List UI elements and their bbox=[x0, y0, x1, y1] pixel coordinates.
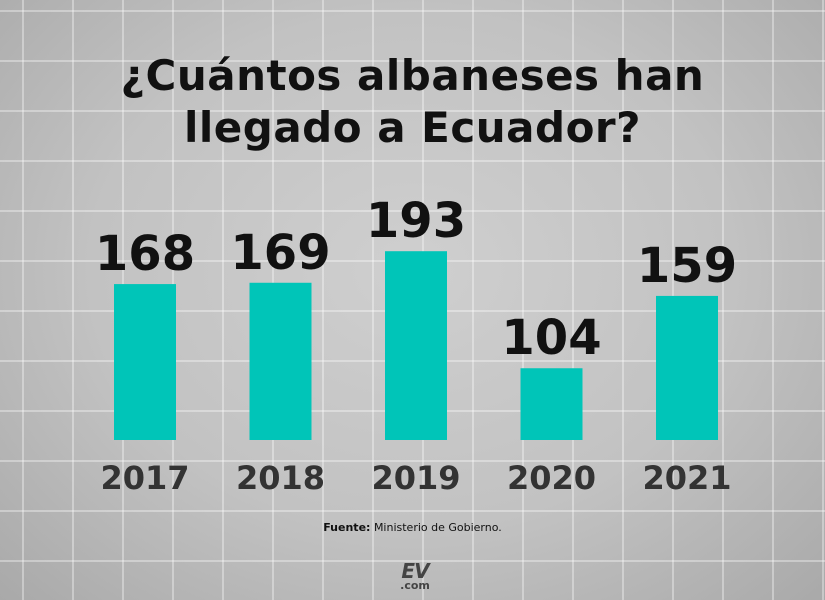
source-label: Fuente: bbox=[323, 521, 371, 534]
value-label-2018: 169 bbox=[230, 225, 330, 281]
chart-title: ¿Cuántos albaneses han llegado a Ecuador… bbox=[0, 50, 825, 154]
logo-domain: .com bbox=[400, 579, 430, 592]
logo-mark: EV bbox=[401, 559, 429, 583]
bar-2018 bbox=[249, 282, 312, 440]
category-label-2019: 2019 bbox=[371, 459, 460, 497]
category-label-2020: 2020 bbox=[507, 459, 596, 497]
category-label-2017: 2017 bbox=[100, 459, 189, 497]
bar-2020 bbox=[520, 368, 583, 440]
source-note: Fuente: Ministerio de Gobierno. bbox=[0, 521, 825, 534]
value-label-2021: 159 bbox=[637, 238, 737, 294]
source-text: Ministerio de Gobierno. bbox=[373, 521, 502, 534]
ecuavisa-logo: EV .com bbox=[390, 559, 440, 592]
bar-2021 bbox=[656, 295, 718, 440]
title-line-1: ¿Cuántos albaneses han bbox=[120, 51, 705, 100]
category-label-2021: 2021 bbox=[642, 459, 731, 497]
category-label-2018: 2018 bbox=[236, 459, 325, 497]
title-line-2: llegado a Ecuador? bbox=[183, 103, 641, 152]
value-label-2020: 104 bbox=[501, 310, 601, 366]
bar-2019 bbox=[385, 251, 447, 440]
value-label-2019: 193 bbox=[366, 193, 466, 249]
value-label-2017: 168 bbox=[95, 226, 195, 282]
bar-2017 bbox=[114, 284, 176, 440]
